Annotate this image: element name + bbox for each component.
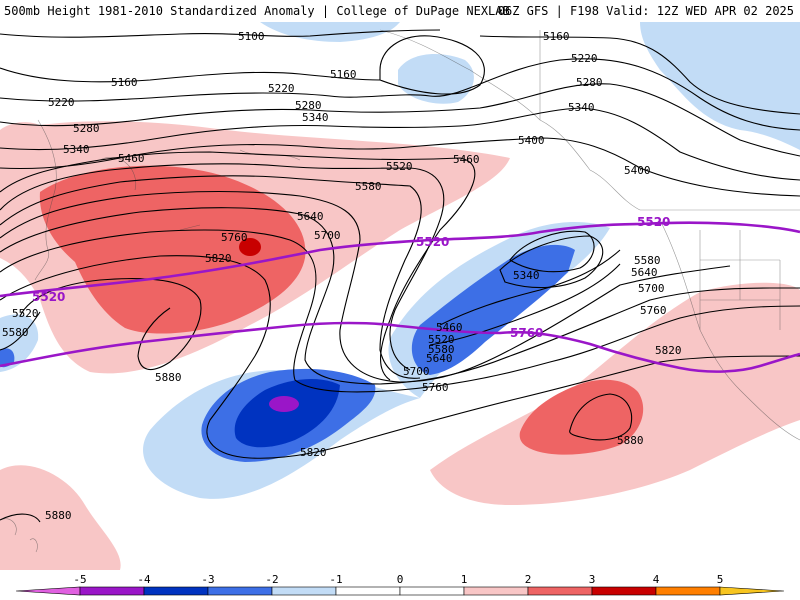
contour-label-5880: 5880 bbox=[155, 371, 182, 384]
contour-label-5460: 5460 bbox=[118, 152, 145, 165]
contour-label-5700: 5700 bbox=[403, 365, 430, 378]
colorbar-swatch bbox=[399, 586, 465, 596]
colorbar-tick-label: 0 bbox=[397, 573, 404, 586]
colorbar-swatch bbox=[719, 586, 785, 596]
colorbar-tick-label: -4 bbox=[137, 573, 151, 586]
contour-label-5220: 5220 bbox=[268, 82, 295, 95]
contour-label-5340: 5340 bbox=[302, 111, 329, 124]
contour-label-5640: 5640 bbox=[631, 266, 658, 279]
contour-label-5280: 5280 bbox=[576, 76, 603, 89]
colorbar-swatch bbox=[591, 586, 657, 596]
highlight-contours bbox=[0, 221, 800, 373]
colorbar-tick-label: -5 bbox=[73, 573, 86, 586]
anomaly-shading bbox=[0, 22, 800, 570]
highlight-label-5760: 5760 bbox=[510, 326, 543, 340]
colorbar-swatch bbox=[527, 586, 593, 596]
negative-anomaly-region bbox=[0, 348, 15, 368]
contour-label-5700: 5700 bbox=[638, 282, 665, 295]
contour-label-5280: 5280 bbox=[295, 99, 322, 112]
positive-anomaly-region bbox=[0, 122, 45, 152]
colorbar: -5 -4 -3 -2 -1 0 1 2 3 4 5 bbox=[0, 570, 800, 600]
colorbar-tick-label: 3 bbox=[589, 573, 596, 586]
highlight-label-5520: 5520 bbox=[32, 290, 65, 304]
contour-label-5760: 5760 bbox=[640, 304, 667, 317]
colorbar-tick-label: 2 bbox=[525, 573, 532, 586]
contour-label-5760: 5760 bbox=[221, 231, 248, 244]
positive-anomaly-region bbox=[239, 238, 261, 256]
colorbar-tick-label: 5 bbox=[717, 573, 724, 586]
contour-label-5580: 5580 bbox=[428, 343, 455, 356]
contour-label-5340: 5340 bbox=[568, 101, 595, 114]
map-header: 500mb Height 1981-2010 Standardized Anom… bbox=[0, 0, 800, 22]
colorbar-swatches bbox=[15, 586, 785, 596]
contour-label-5580: 5580 bbox=[2, 326, 29, 339]
colorbar-swatch bbox=[335, 586, 401, 596]
highlight-label-5520: 5520 bbox=[637, 215, 670, 229]
contour-label-5580: 5580 bbox=[634, 254, 661, 267]
negative-anomaly-region bbox=[640, 22, 800, 150]
contour-label-5220: 5220 bbox=[48, 96, 75, 109]
contour-label-5640: 5640 bbox=[297, 210, 324, 223]
contour-label-5640: 5640 bbox=[426, 352, 453, 365]
contour-label-5400: 5400 bbox=[624, 164, 651, 177]
highlight-label-5520: 5520 bbox=[416, 235, 449, 249]
contour-label-5160: 5160 bbox=[543, 30, 570, 43]
coastlines bbox=[0, 29, 800, 553]
height-contours bbox=[0, 29, 800, 523]
contour-label-5520: 5520 bbox=[386, 160, 413, 173]
contour-label-5280: 5280 bbox=[73, 122, 100, 135]
negative-anomaly-region bbox=[234, 378, 340, 448]
colorbar-swatch bbox=[271, 586, 337, 596]
colorbar-tick-label: 1 bbox=[461, 573, 468, 586]
negative-anomaly-region bbox=[260, 22, 400, 42]
contour-label-5220: 5220 bbox=[571, 52, 598, 65]
colorbar-swatch bbox=[655, 586, 721, 596]
contour-label-5460: 5460 bbox=[436, 321, 463, 334]
contour-label-5100: 5100 bbox=[238, 30, 265, 43]
contour-label-5700: 5700 bbox=[314, 229, 341, 242]
negative-anomaly-region bbox=[269, 396, 299, 412]
contour-label-5160: 5160 bbox=[330, 68, 357, 81]
contour-label-5580: 5580 bbox=[355, 180, 382, 193]
colorbar-tick-label: 4 bbox=[653, 573, 660, 586]
contour-label-5880: 5880 bbox=[45, 509, 72, 522]
model-run-info: 06Z GFS | F198 Valid: 12Z WED APR 02 202… bbox=[497, 4, 794, 18]
contour-label-5340: 5340 bbox=[63, 143, 90, 156]
colorbar-ticks: -5 -4 -3 -2 -1 0 1 2 3 4 5 bbox=[73, 573, 723, 586]
contour-label-5160: 5160 bbox=[111, 76, 138, 89]
positive-anomaly-region bbox=[519, 379, 644, 455]
negative-anomaly-region bbox=[411, 244, 575, 375]
contour-label-5880: 5880 bbox=[617, 434, 644, 447]
positive-anomaly-region bbox=[0, 465, 121, 570]
contour-label-5760: 5760 bbox=[422, 381, 449, 394]
contour-label-5520: 5520 bbox=[12, 307, 39, 320]
colorbar-swatch bbox=[143, 586, 209, 596]
contour-labels: 5100 5160 5160 5160 5220 5220 5220 5280 … bbox=[2, 30, 682, 522]
colorbar-swatch bbox=[79, 586, 145, 596]
colorbar-tick-label: -2 bbox=[265, 573, 278, 586]
colorbar-swatch bbox=[15, 586, 81, 596]
colorbar-swatch bbox=[463, 586, 529, 596]
anomaly-map: 5100 5160 5160 5160 5220 5220 5220 5280 … bbox=[0, 22, 800, 570]
contour-label-5400: 5400 bbox=[518, 134, 545, 147]
contour-label-5820: 5820 bbox=[655, 344, 682, 357]
contour-label-5820: 5820 bbox=[300, 446, 327, 459]
colorbar-tick-label: -3 bbox=[201, 573, 214, 586]
contour-label-5460: 5460 bbox=[453, 153, 480, 166]
colorbar-tick-label: -1 bbox=[329, 573, 342, 586]
contour-label-5520: 5520 bbox=[428, 333, 455, 346]
contour-label-5820: 5820 bbox=[205, 252, 232, 265]
contour-label-5340: 5340 bbox=[513, 269, 540, 282]
colorbar-swatch bbox=[207, 586, 273, 596]
map-title: 500mb Height 1981-2010 Standardized Anom… bbox=[4, 4, 510, 18]
